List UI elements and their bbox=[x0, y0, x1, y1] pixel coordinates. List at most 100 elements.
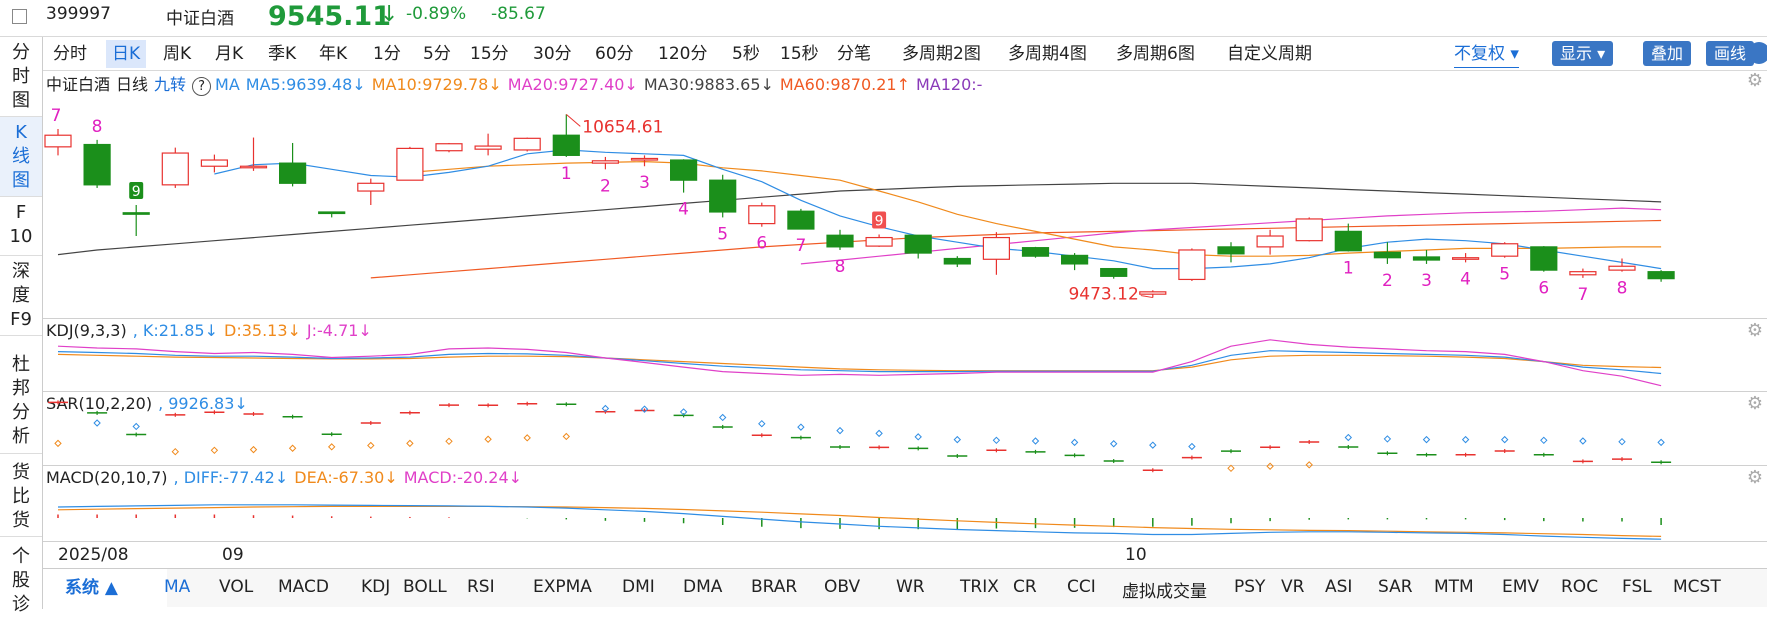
help-icon[interactable]: ? bbox=[192, 77, 212, 96]
indicator-tab-obv[interactable]: OBV bbox=[824, 577, 861, 597]
pane-title: 中证白酒 bbox=[46, 75, 111, 94]
period-tab-17[interactable]: 多周期6图 bbox=[1116, 44, 1195, 64]
indicator-tab-rsi[interactable]: RSI bbox=[467, 577, 495, 597]
indicator-tab-vol[interactable]: VOL bbox=[219, 577, 254, 597]
td-count-label: 8 bbox=[92, 117, 103, 137]
period-tab-7[interactable]: 5分 bbox=[423, 44, 451, 64]
sar-dot bbox=[1227, 464, 1235, 473]
period-tab-1[interactable]: 日K bbox=[106, 40, 147, 68]
indicator-tab-fsl[interactable]: FSL bbox=[1622, 577, 1652, 597]
sar-dot bbox=[1540, 436, 1548, 445]
td-nine-badge bbox=[129, 182, 144, 199]
draw-line-button[interactable]: 画线 bbox=[1706, 41, 1755, 66]
indicator-tab-roc[interactable]: ROC bbox=[1561, 577, 1599, 597]
stock-name: 中证白酒 bbox=[166, 9, 234, 29]
candle-body bbox=[1100, 267, 1128, 277]
indicator-tab-wr[interactable]: WR bbox=[896, 577, 925, 597]
sar-dot bbox=[1422, 435, 1431, 444]
indicator-tab-cci[interactable]: CCI bbox=[1067, 577, 1096, 597]
price-down-arrow-icon: ↓ bbox=[380, 2, 399, 27]
indicator-tab-dmi[interactable]: DMI bbox=[622, 577, 655, 597]
indicator-tab-vr[interactable]: VR bbox=[1281, 577, 1305, 597]
indicator-tab-dma[interactable]: DMA bbox=[683, 577, 723, 597]
macd-divider bbox=[43, 465, 1767, 466]
macd-dea: DEA:-67.30↓ bbox=[294, 468, 398, 487]
indicator-tab-brar[interactable]: BRAR bbox=[751, 577, 798, 597]
indicator-tab-asi[interactable]: ASI bbox=[1325, 577, 1353, 597]
sidebar-item-f9[interactable]: 深 度 F9 bbox=[0, 256, 42, 336]
indicator-tab-expma[interactable]: EXPMA bbox=[533, 577, 592, 597]
period-tab-11[interactable]: 120分 bbox=[658, 44, 708, 64]
macd-gear-icon[interactable]: ⚙ bbox=[1746, 467, 1763, 488]
ma60-value: MA60:9870.21↑ bbox=[779, 75, 910, 94]
sar-value: , 9926.83↓ bbox=[158, 394, 248, 413]
indicator-tab-虚拟成交量[interactable]: 虚拟成交量 bbox=[1122, 582, 1207, 602]
indicator-tab-trix[interactable]: TRIX bbox=[960, 577, 999, 597]
indicator-tab-psy[interactable]: PSY bbox=[1234, 577, 1266, 597]
td-count-label: 8 bbox=[835, 257, 846, 277]
sar-dot bbox=[562, 432, 571, 441]
period-tab-6[interactable]: 1分 bbox=[373, 44, 401, 64]
ma-label[interactable]: MA bbox=[215, 75, 240, 94]
indicator-tab-sar[interactable]: SAR bbox=[1378, 577, 1413, 597]
select-checkbox[interactable] bbox=[12, 9, 27, 24]
indicator-tab-mtm[interactable]: MTM bbox=[1434, 577, 1474, 597]
kline-style-icon[interactable] bbox=[1748, 42, 1767, 64]
candle-body bbox=[513, 137, 541, 151]
overlay-button[interactable]: 叠加 bbox=[1643, 41, 1692, 66]
period-tab-10[interactable]: 60分 bbox=[595, 44, 634, 64]
kdj-gear-icon[interactable]: ⚙ bbox=[1746, 320, 1763, 341]
sar-gear-icon[interactable]: ⚙ bbox=[1746, 393, 1763, 414]
period-tab-0[interactable]: 分时 bbox=[53, 44, 87, 64]
candle-body bbox=[161, 152, 189, 186]
period-tab-2[interactable]: 周K bbox=[163, 44, 192, 64]
indicator-tab-mcst[interactable]: MCST bbox=[1673, 577, 1721, 597]
td-count-label: 9 bbox=[132, 184, 141, 200]
sidebar-item-compare[interactable]: 货 比 货 bbox=[0, 457, 42, 537]
period-tab-15[interactable]: 多周期2图 bbox=[902, 44, 981, 64]
main-pane-gear-icon[interactable]: ⚙ bbox=[1746, 70, 1763, 91]
jiuzhuan-toggle[interactable]: 九转 bbox=[154, 75, 187, 94]
system-tab[interactable]: 系统 ▲ bbox=[43, 569, 167, 607]
period-tab-13[interactable]: 15秒 bbox=[780, 44, 819, 64]
period-tab-16[interactable]: 多周期4图 bbox=[1008, 44, 1087, 64]
candle-body bbox=[904, 234, 932, 254]
period-tab-3[interactable]: 月K bbox=[215, 44, 244, 64]
candle-body bbox=[1060, 254, 1089, 265]
sar-dot bbox=[836, 426, 844, 435]
period-tab-18[interactable]: 自定义周期 bbox=[1227, 44, 1312, 64]
td-count-label: 2 bbox=[600, 176, 611, 196]
period-tab-4[interactable]: 季K bbox=[268, 44, 297, 64]
period-tab-14[interactable]: 分笔 bbox=[837, 44, 871, 64]
sar-dot bbox=[914, 433, 922, 441]
sar-dot bbox=[484, 435, 492, 443]
sar-dot bbox=[1188, 442, 1196, 451]
sidebar-item-dupont[interactable]: 杜 邦 分 析 bbox=[0, 349, 42, 454]
period-tab-5[interactable]: 年K bbox=[319, 44, 348, 64]
display-button[interactable]: 显示 ▾ bbox=[1552, 41, 1614, 66]
indicator-tab-cr[interactable]: CR bbox=[1013, 577, 1037, 597]
sidebar-item-f10[interactable]: F 10 bbox=[0, 197, 42, 256]
sar-dot bbox=[875, 429, 883, 438]
indicator-tab-macd[interactable]: MACD bbox=[278, 577, 329, 597]
indicator-tab-ma[interactable]: MA bbox=[164, 577, 191, 597]
period-tab-9[interactable]: 30分 bbox=[533, 44, 572, 64]
sidebar-item-kline[interactable]: K 线 图 bbox=[0, 117, 42, 197]
no-adjust-dropdown[interactable]: 不复权 ▾ bbox=[1454, 41, 1519, 68]
period-tab-12[interactable]: 5秒 bbox=[732, 44, 760, 64]
indicator-tab-boll[interactable]: BOLL bbox=[403, 577, 447, 597]
ma60-line bbox=[370, 219, 1662, 279]
pane-period: 日线 bbox=[116, 75, 149, 94]
sar-dot bbox=[1500, 435, 1509, 444]
indicator-tab-emv[interactable]: EMV bbox=[1502, 577, 1540, 597]
candle-body bbox=[826, 234, 854, 248]
td-count-label: 6 bbox=[756, 234, 767, 254]
candle-body bbox=[1178, 249, 1206, 281]
sidebar-item-timeshare[interactable]: 分 时 图 bbox=[0, 37, 42, 117]
td-count-label: 7 bbox=[51, 106, 62, 126]
kdj-pane-header: KDJ(9,3,3) , K:21.85↓ D:35.13↓ J:-4.71↓ bbox=[46, 321, 378, 340]
indicator-tab-kdj[interactable]: KDJ bbox=[361, 577, 391, 597]
period-tab-8[interactable]: 15分 bbox=[470, 44, 509, 64]
candle-body bbox=[552, 134, 580, 156]
